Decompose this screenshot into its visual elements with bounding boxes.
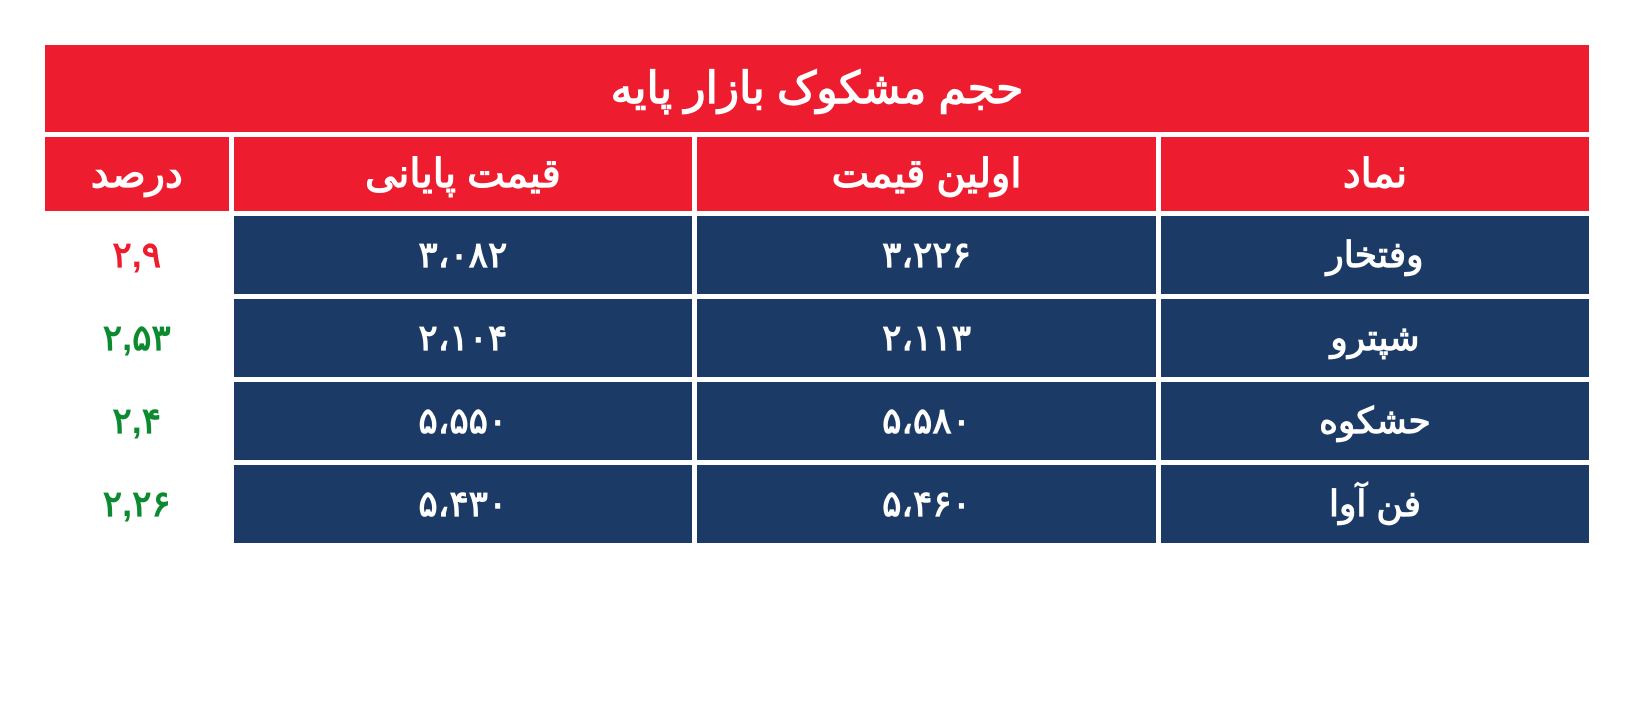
cell-first-price: ۲،۱۱۳ — [697, 299, 1156, 377]
table-header-row: نماد اولین قیمت قیمت پایانی درصد — [45, 137, 1589, 211]
table-title: حجم مشکوک بازار پایه — [45, 45, 1589, 132]
cell-symbol: شپترو — [1161, 299, 1589, 377]
cell-last-price: ۵،۵۵۰ — [234, 382, 693, 460]
cell-symbol: حشکوه — [1161, 382, 1589, 460]
table-body: وفتخار ۳،۲۲۶ ۳،۰۸۲ ۲,۹ شپترو ۲،۱۱۳ ۲،۱۰۴… — [45, 216, 1589, 543]
col-header-percent: درصد — [45, 137, 229, 211]
col-header-first-price: اولین قیمت — [697, 137, 1156, 211]
cell-first-price: ۳،۲۲۶ — [697, 216, 1156, 294]
table-row: وفتخار ۳،۲۲۶ ۳،۰۸۲ ۲,۹ — [45, 216, 1589, 294]
cell-symbol: وفتخار — [1161, 216, 1589, 294]
cell-first-price: ۵،۵۸۰ — [697, 382, 1156, 460]
cell-last-price: ۳،۰۸۲ — [234, 216, 693, 294]
cell-percent: ۲,۲۶ — [45, 465, 229, 543]
cell-percent: ۲,۹ — [45, 216, 229, 294]
cell-last-price: ۲،۱۰۴ — [234, 299, 693, 377]
col-header-last-price: قیمت پایانی — [234, 137, 693, 211]
table-row: شپترو ۲،۱۱۳ ۲،۱۰۴ ۲,۵۳ — [45, 299, 1589, 377]
table-row: حشکوه ۵،۵۸۰ ۵،۵۵۰ ۲,۴ — [45, 382, 1589, 460]
table-row: فن آوا ۵،۴۶۰ ۵،۴۳۰ ۲,۲۶ — [45, 465, 1589, 543]
cell-percent: ۲,۵۳ — [45, 299, 229, 377]
stock-table: حجم مشکوک بازار پایه نماد اولین قیمت قیم… — [40, 40, 1594, 548]
cell-last-price: ۵،۴۳۰ — [234, 465, 693, 543]
cell-symbol: فن آوا — [1161, 465, 1589, 543]
cell-first-price: ۵،۴۶۰ — [697, 465, 1156, 543]
cell-percent: ۲,۴ — [45, 382, 229, 460]
col-header-symbol: نماد — [1161, 137, 1589, 211]
